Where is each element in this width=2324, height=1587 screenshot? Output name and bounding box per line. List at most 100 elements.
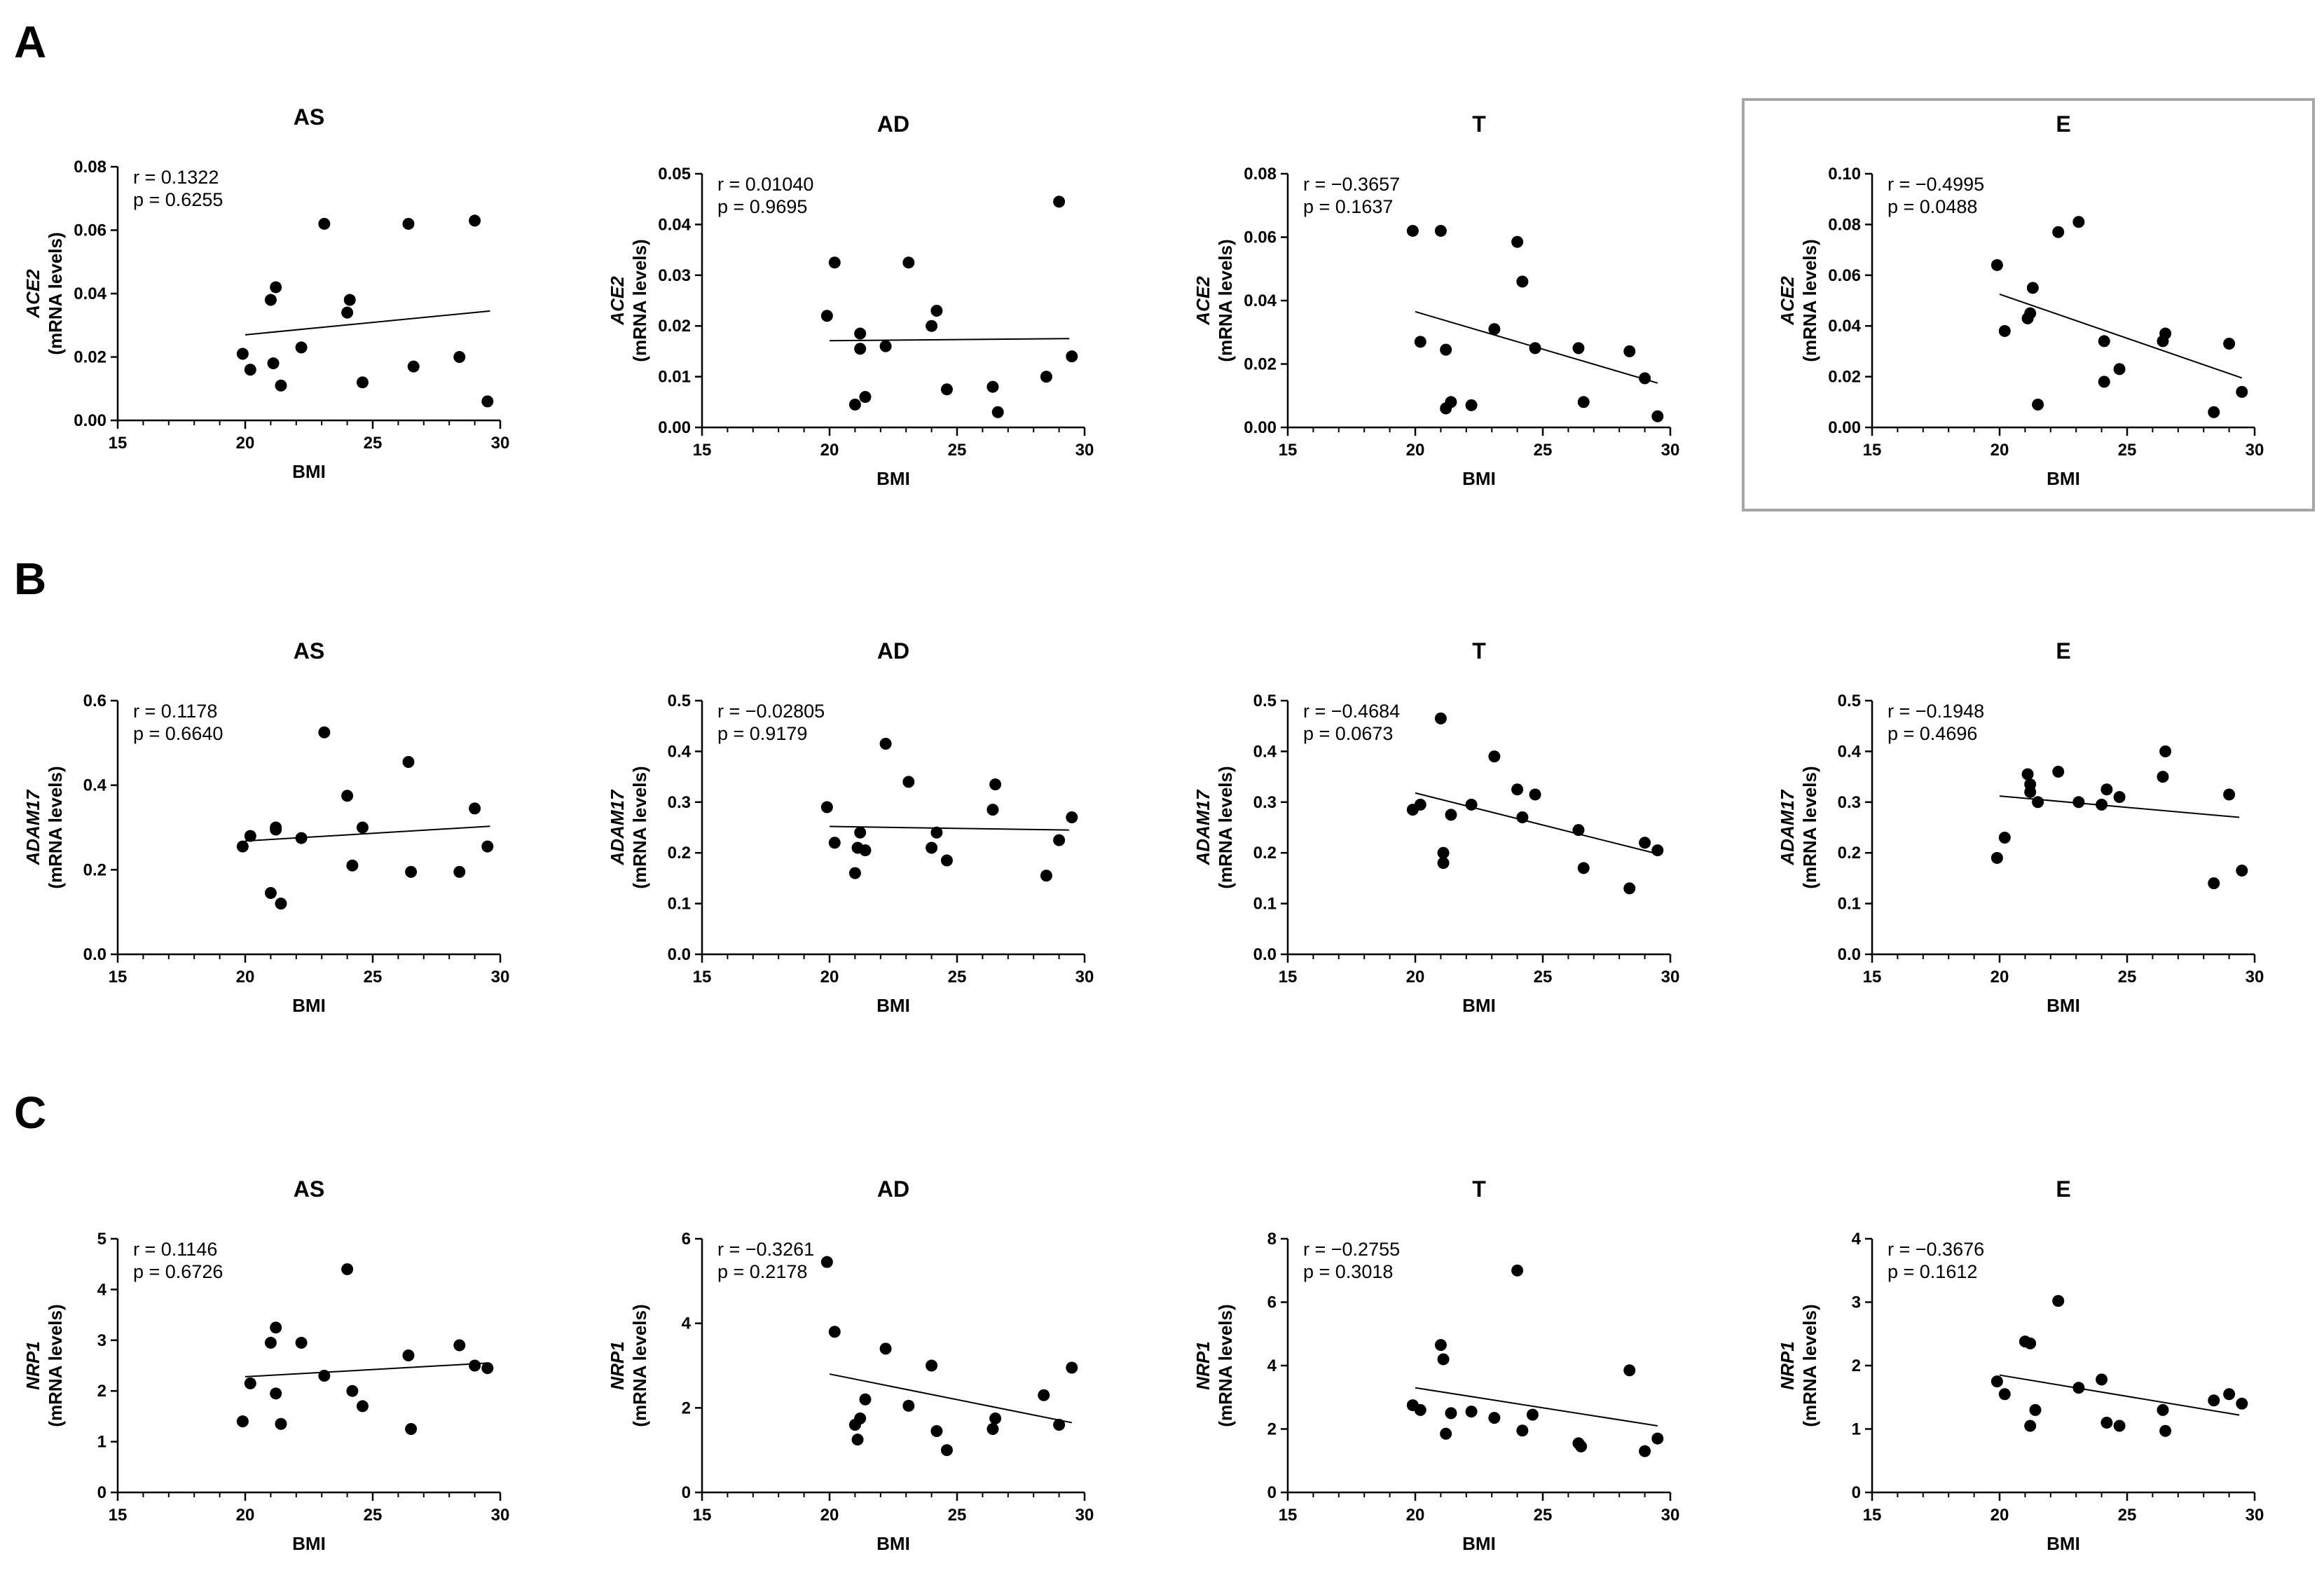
- data-point: [402, 1349, 415, 1362]
- data-point: [1526, 1408, 1539, 1421]
- data-point: [986, 380, 999, 393]
- chart-1-0: AS 0.0 0.2 0.4 0.6 15 20 25 30 BMI ADAM17 (mRNA lev…: [22, 638, 509, 1016]
- x-tick-label: 15: [109, 434, 128, 453]
- y-tick-label: 0: [1852, 1483, 1861, 1502]
- data-point: [346, 1385, 359, 1397]
- stat-p-value: p = 0.9179: [717, 723, 807, 744]
- y-tick-label: 0.00: [74, 411, 106, 430]
- data-point: [270, 821, 282, 834]
- data-point: [1516, 1424, 1529, 1437]
- data-point: [930, 826, 943, 839]
- chart-0-2: T 0.00 0.02 0.04 0.06 0.08 15 20 25 30 BMI ACE2 (mRN…: [1192, 111, 1679, 489]
- data-point: [244, 364, 256, 376]
- y-tick-label: 0.2: [668, 844, 691, 863]
- data-point: [820, 310, 833, 322]
- data-point: [343, 294, 356, 306]
- x-tick-label: 25: [364, 968, 383, 987]
- y-tick-label: 0.04: [74, 284, 106, 303]
- data-point: [820, 801, 833, 813]
- y-tick-label: 8: [1267, 1230, 1277, 1249]
- data-point: [2100, 783, 2113, 796]
- chart-title: T: [1472, 638, 1486, 664]
- y-tick-label: 0: [97, 1483, 106, 1502]
- data-point: [270, 1321, 282, 1334]
- y-tick-label: 6: [682, 1230, 691, 1249]
- data-point: [295, 832, 308, 844]
- data-point: [1437, 846, 1450, 859]
- y-axis-label-unit: (mRNA levels): [1799, 239, 1820, 362]
- data-point: [1053, 1418, 1066, 1431]
- x-tick-label: 20: [820, 1506, 839, 1525]
- data-point: [1465, 1406, 1478, 1418]
- x-tick-label: 25: [364, 434, 383, 453]
- data-point: [2159, 327, 2172, 340]
- data-point: [1040, 371, 1052, 383]
- y-axis-label-gene: ACE2: [1192, 276, 1213, 326]
- x-tick-label: 25: [948, 441, 967, 460]
- data-point: [1516, 275, 1529, 288]
- y-tick-label: 0.02: [658, 317, 691, 336]
- data-point: [341, 1263, 354, 1275]
- data-point: [2096, 798, 2108, 811]
- data-point: [236, 1415, 249, 1428]
- data-point: [2024, 785, 2037, 798]
- data-point: [1053, 195, 1066, 208]
- x-tick-label: 30: [2246, 441, 2264, 460]
- chart-2-0: AS 0 1 2 3 4 5 15 20 25 30 BMI NRP1 (mRNA levels) r = …: [22, 1176, 509, 1554]
- x-tick-label: 20: [1406, 1506, 1425, 1525]
- y-tick-label: 0.06: [1244, 228, 1277, 247]
- data-point: [1623, 345, 1636, 357]
- data-point: [851, 1434, 864, 1446]
- data-point: [270, 1387, 282, 1400]
- data-point: [1434, 712, 1447, 724]
- stat-p-value: p = 0.0673: [1303, 723, 1393, 744]
- x-tick-label: 15: [109, 1506, 128, 1525]
- y-axis-label-gene: ADAM17: [1777, 789, 1798, 865]
- stat-p-value: p = 0.0488: [1888, 196, 1977, 217]
- x-tick-label: 25: [2118, 968, 2137, 987]
- x-tick-label: 30: [491, 1506, 510, 1525]
- x-tick-label: 15: [109, 968, 128, 987]
- data-point: [244, 830, 256, 842]
- data-point: [1414, 798, 1426, 811]
- data-point: [2032, 796, 2044, 809]
- x-tick-label: 30: [1075, 968, 1094, 987]
- y-tick-label: 0.00: [1244, 418, 1277, 437]
- x-tick-label: 25: [1534, 968, 1553, 987]
- data-point: [453, 351, 466, 363]
- data-point: [2236, 1397, 2248, 1410]
- x-tick-label: 25: [2118, 441, 2137, 460]
- x-axis-label: BMI: [876, 1533, 910, 1554]
- stat-r-value: r = −0.3261: [717, 1239, 814, 1260]
- data-point: [1465, 798, 1478, 811]
- data-point: [1437, 1353, 1450, 1366]
- data-point: [2236, 865, 2248, 877]
- y-tick-label: 0.5: [1253, 692, 1277, 710]
- x-axis-label: BMI: [876, 468, 910, 489]
- data-point: [820, 1256, 833, 1268]
- data-point: [1066, 1361, 1078, 1374]
- y-tick-label: 0.00: [1828, 418, 1861, 437]
- data-point: [1038, 1389, 1050, 1401]
- y-tick-label: 5: [97, 1230, 106, 1249]
- y-tick-label: 0.4: [1838, 742, 1862, 761]
- regression-line: [829, 825, 1070, 831]
- data-point: [1511, 235, 1524, 248]
- y-tick-label: 0.0: [1253, 945, 1277, 964]
- panel-letter-a: A: [14, 17, 46, 67]
- data-point: [902, 776, 915, 788]
- chart-title: E: [2056, 1176, 2070, 1202]
- data-point: [986, 1423, 999, 1435]
- x-axis-label: BMI: [292, 461, 326, 482]
- data-point: [1639, 1445, 1651, 1457]
- data-point: [2100, 1416, 2113, 1429]
- chart-0-0: AS 0.00 0.02 0.04 0.06 0.08 15 20 25 30 BMI ACE2 (mR…: [22, 104, 509, 482]
- stat-r-value: r = 0.01040: [717, 174, 813, 195]
- data-point: [1998, 831, 2011, 844]
- y-tick-label: 0.0: [83, 945, 106, 964]
- regression-line: [1999, 294, 2243, 379]
- y-axis-label-gene: ADAM17: [607, 789, 628, 865]
- data-point: [1639, 837, 1651, 849]
